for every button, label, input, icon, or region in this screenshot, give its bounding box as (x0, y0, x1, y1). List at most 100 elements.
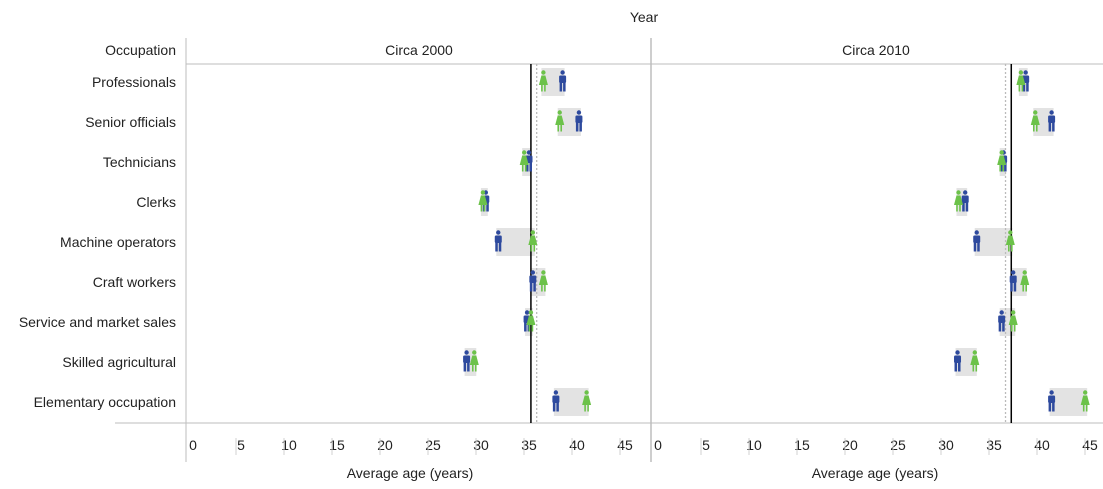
category-label-elementary-occupation: Elementary occupation (34, 394, 176, 410)
female-marker-p1-8-dress (582, 395, 592, 405)
female-marker-p1-7-leg-right (474, 365, 477, 372)
male-marker-p2-7-torso (954, 355, 962, 363)
female-marker-p2-8-leg-right (1085, 405, 1088, 412)
male-marker-p2-7-leg-right (958, 362, 961, 372)
male-marker-p2-4-leg-right (977, 242, 980, 252)
female-marker-p1-8-head (584, 390, 589, 395)
x-tick-label-p2-20: 20 (842, 437, 858, 453)
male-marker-p1-0-torso (559, 75, 567, 83)
male-marker-p2-5-leg-right (1013, 282, 1017, 292)
x-tick-label-p1-30: 30 (473, 437, 489, 453)
female-marker-p1-6-dress (526, 315, 536, 325)
male-marker-p2-3 (961, 190, 969, 212)
female-marker-p2-1-leg-right (1035, 125, 1038, 132)
male-marker-p1-0-head (560, 70, 565, 75)
male-marker-p2-4-torso (973, 235, 981, 243)
female-marker-p1-2-head (522, 150, 527, 155)
male-marker-p1-6-leg-left (524, 322, 527, 332)
x-tick-label-p2-10: 10 (746, 437, 762, 453)
x-tick-label-p1-40: 40 (569, 437, 585, 453)
female-marker-p1-0-leg-left (541, 85, 543, 92)
female-marker-p1-6-head (528, 310, 534, 315)
female-marker-p1-2-dress (519, 155, 529, 165)
male-marker-p2-5-leg-left (1010, 282, 1013, 292)
female-marker-p2-6-leg-left (1010, 325, 1013, 332)
gap-band-p1-8 (553, 388, 589, 416)
female-marker-p2-3-head (956, 190, 961, 195)
x-axis-label-2: Average age (years) (812, 465, 939, 481)
male-marker-p1-0-leg-right (563, 82, 566, 92)
male-marker-p1-7-leg-left (463, 362, 467, 372)
male-marker-p2-3-head (963, 190, 968, 195)
male-marker-p2-7-leg-left (954, 362, 958, 372)
gap-band-p2-8 (1049, 388, 1088, 416)
male-marker-p2-6 (998, 310, 1006, 332)
male-marker-p2-8-leg-left (1048, 402, 1052, 412)
male-marker-p1-1-leg-left (575, 122, 579, 132)
female-marker-p2-2-head (999, 150, 1004, 155)
female-marker-p1-8 (582, 390, 592, 412)
female-marker-p1-5-leg-left (541, 285, 543, 292)
female-marker-p1-7-head (472, 350, 477, 355)
x-tick-label-p1-20: 20 (377, 437, 393, 453)
male-marker-p2-5 (1009, 270, 1017, 292)
x-tick-label-p2-40: 40 (1034, 437, 1050, 453)
male-marker-p1-7 (463, 350, 471, 372)
x-tick-label-p2-35: 35 (986, 437, 1002, 453)
female-marker-p2-2-leg-left (999, 165, 1001, 172)
female-marker-p1-4-leg-left (530, 245, 533, 252)
female-marker-p1-3-leg-left (480, 205, 483, 212)
male-marker-p2-6-torso (998, 315, 1006, 323)
male-marker-p2-1 (1048, 110, 1056, 132)
female-marker-p2-0-dress (1016, 75, 1026, 85)
gap-band-p2-7 (955, 348, 977, 376)
male-marker-p1-4-leg-right (498, 242, 502, 252)
female-marker-p1-7-dress (469, 355, 479, 365)
female-marker-p2-6-leg-right (1013, 325, 1016, 332)
female-marker-p1-1-head (557, 110, 562, 115)
female-marker-p2-4-head (1008, 230, 1013, 235)
year-header: Year (630, 9, 659, 25)
plot-area: Professionals Senior officials Technicians… (19, 38, 1103, 462)
male-marker-p1-0 (559, 70, 567, 92)
female-marker-p1-5 (538, 270, 548, 292)
x-tick-label-p1-10: 10 (281, 437, 297, 453)
female-marker-p2-3-dress (953, 195, 963, 205)
male-marker-p2-3-leg-left (962, 202, 965, 212)
gap-band-p1-0 (541, 68, 565, 96)
male-marker-p2-7 (954, 350, 962, 372)
female-marker-p2-5-leg-left (1022, 285, 1025, 292)
female-marker-p2-0 (1016, 70, 1026, 92)
male-marker-p2-6-leg-left (998, 322, 1002, 332)
x-tick-label-p2-5: 5 (702, 437, 710, 453)
male-marker-p2-0-leg-left (1022, 82, 1026, 92)
male-marker-p1-8-leg-left (552, 402, 556, 412)
x-tick-label-p1-0: 0 (189, 437, 197, 453)
female-marker-p1-2 (519, 150, 529, 172)
female-marker-p1-6-leg-right (531, 325, 534, 332)
female-marker-p1-5-dress (538, 275, 548, 285)
male-marker-p2-3-leg-right (965, 202, 969, 212)
category-label-senior-officials: Senior officials (85, 114, 176, 130)
female-marker-p1-5-leg-right (544, 285, 546, 292)
gap-band-p1-4 (496, 228, 535, 256)
female-marker-p1-8-leg-right (587, 405, 589, 412)
female-marker-p2-3-leg-left (956, 205, 958, 212)
female-marker-p1-2-leg-left (521, 165, 524, 172)
male-marker-p1-8-torso (552, 395, 560, 403)
female-marker-p1-8-leg-left (584, 405, 586, 412)
female-marker-p2-5-dress (1020, 275, 1030, 285)
male-marker-p1-2-leg-left (526, 162, 529, 172)
occupation-header: Occupation (105, 42, 176, 58)
x-tick-label-p2-15: 15 (794, 437, 810, 453)
male-marker-p2-8-head (1049, 390, 1054, 395)
male-marker-p2-1-head (1049, 110, 1054, 115)
female-marker-p1-3-leg-right (483, 205, 486, 212)
male-marker-p2-2-leg-right (1004, 162, 1007, 172)
x-tick-label-p2-25: 25 (890, 437, 906, 453)
x-tick-label-p1-35: 35 (521, 437, 537, 453)
male-marker-p1-5-leg-left (529, 282, 533, 292)
male-marker-p1-2-head (526, 150, 532, 155)
female-marker-p1-6-leg-left (528, 325, 531, 332)
